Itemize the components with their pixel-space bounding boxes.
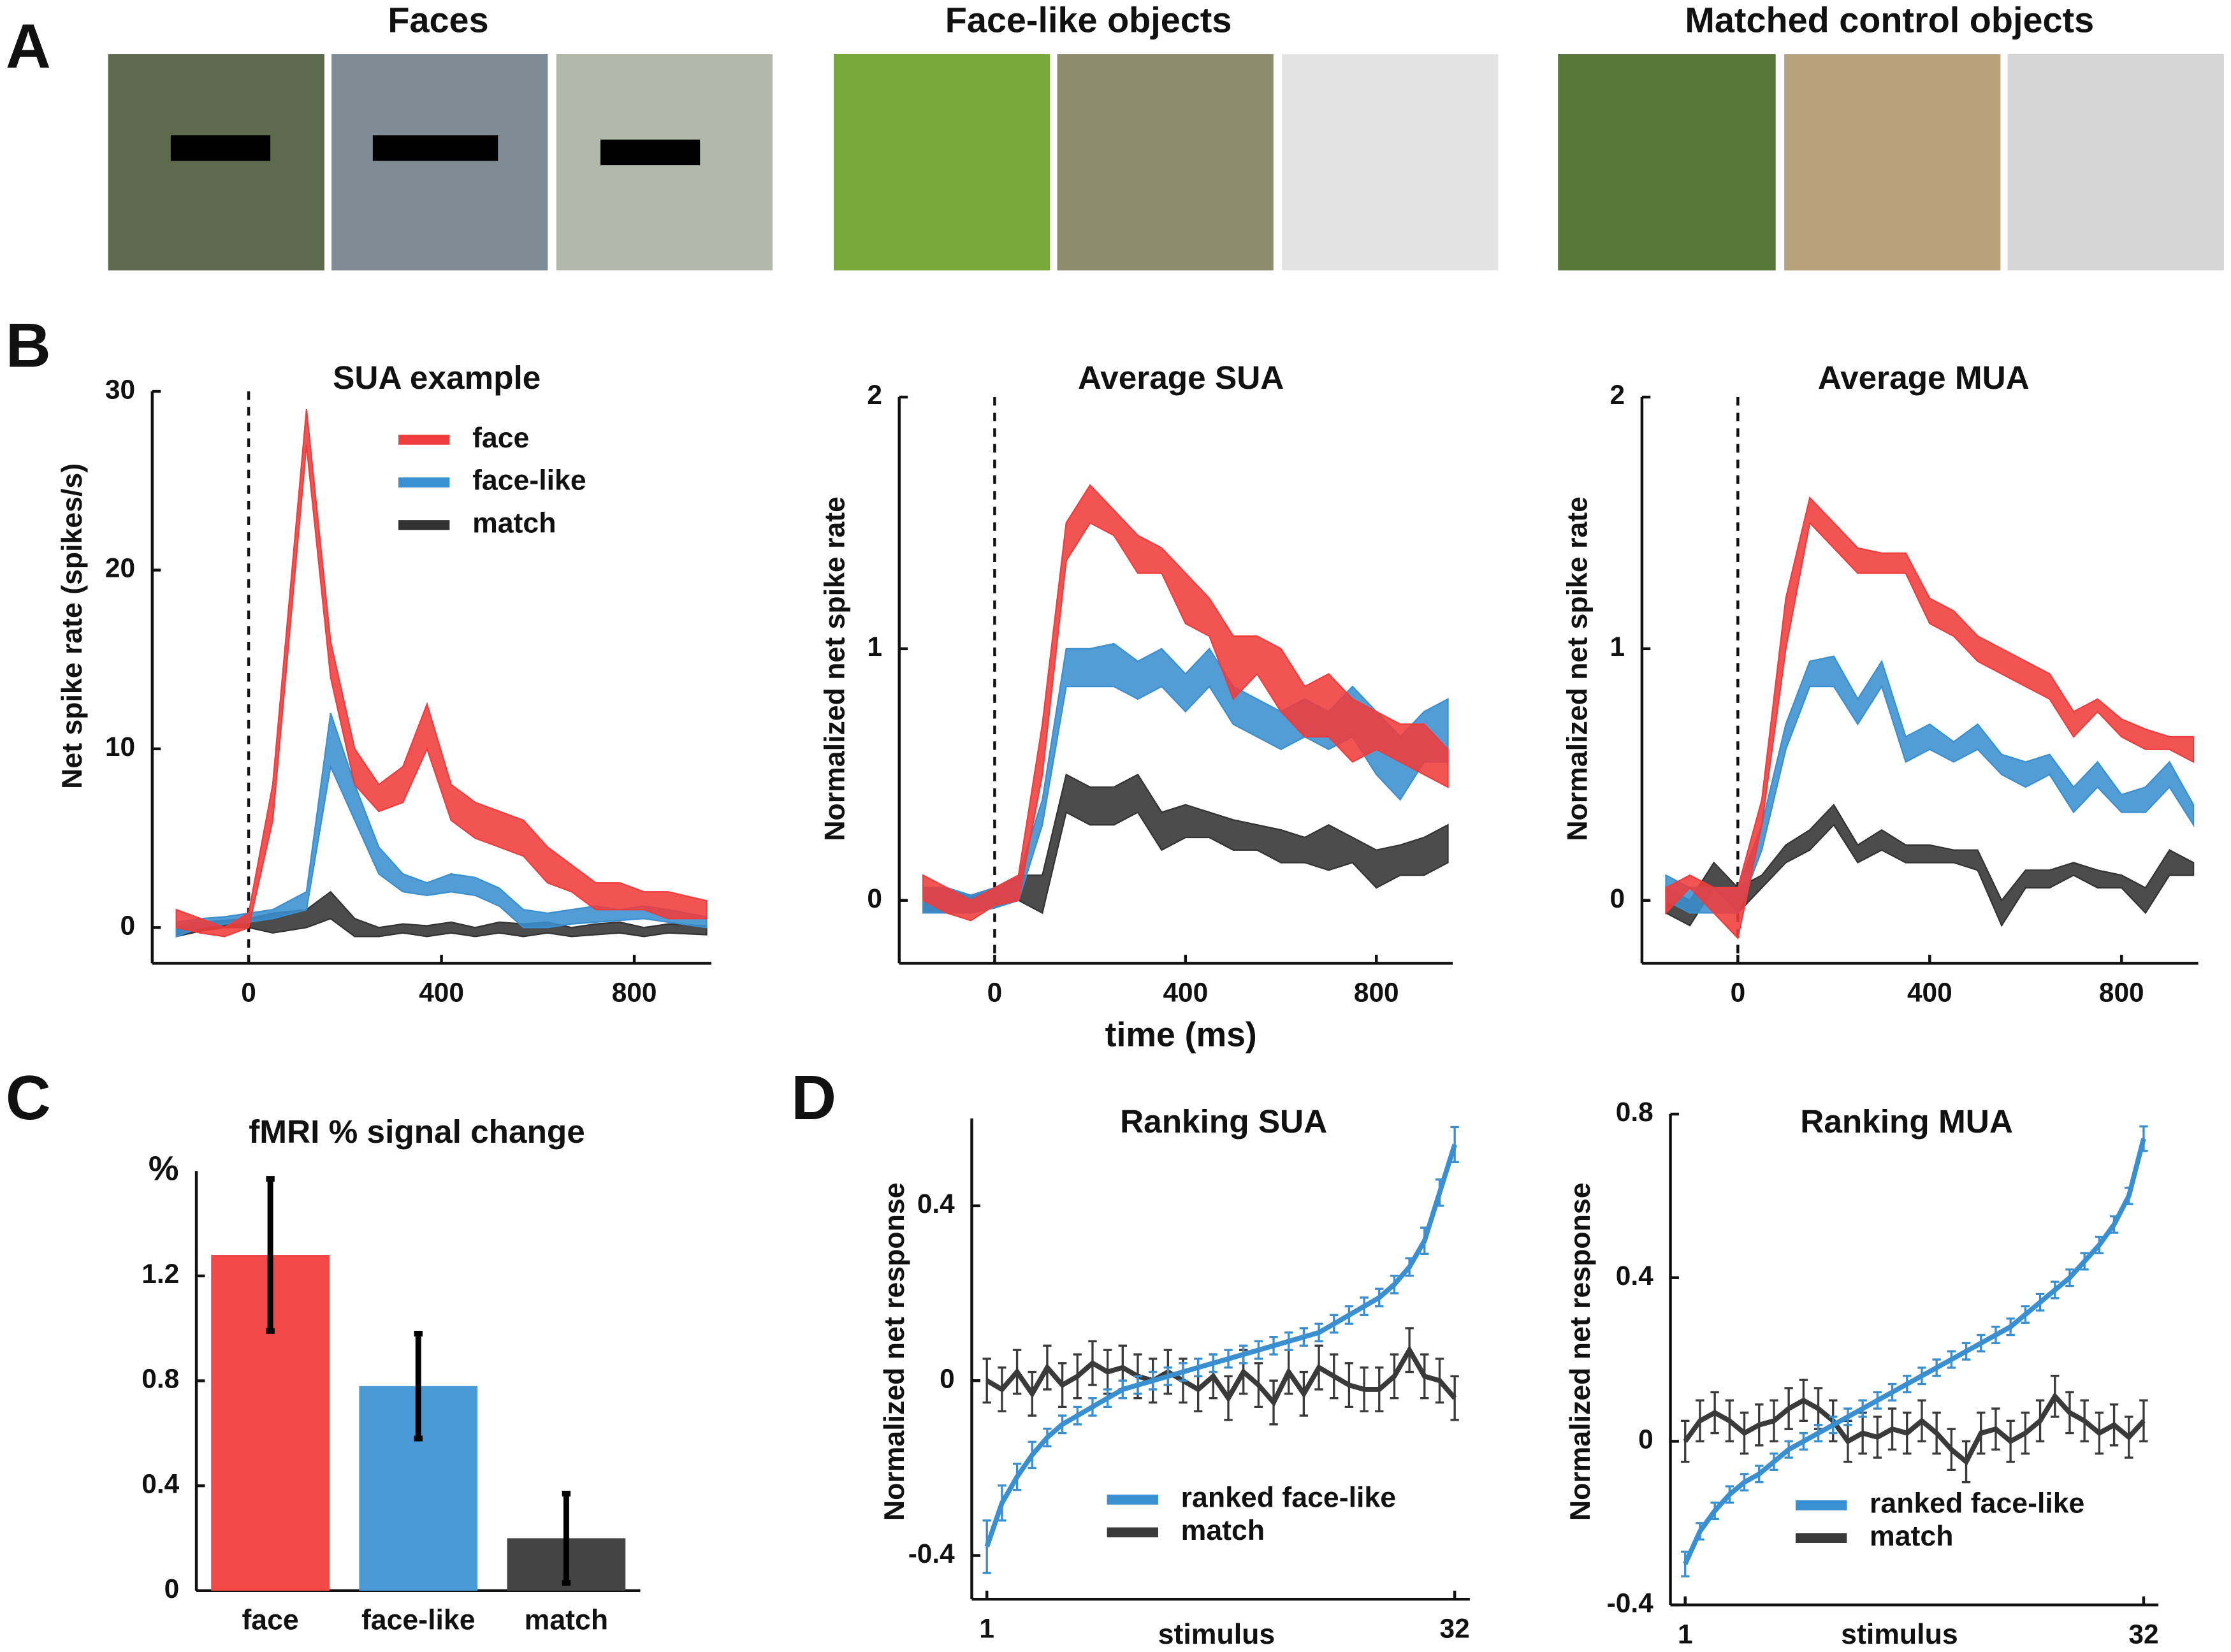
error-bar (562, 1491, 571, 1586)
band (922, 484, 1449, 922)
x-tick-label: 400 (1163, 978, 1208, 1008)
x-tick-label: 0 (241, 978, 256, 1008)
chart-title: Average MUA (1818, 359, 2030, 396)
y-tick-label: 1 (1610, 632, 1625, 662)
x-tick-label: face-like (361, 1605, 476, 1636)
legend-label: face (472, 423, 529, 454)
x-tick-label: 400 (419, 978, 464, 1008)
x-tick-label: 800 (1354, 978, 1399, 1008)
y-tick-label: 0 (940, 1363, 955, 1393)
x-tick-label: 0 (1731, 978, 1746, 1008)
y-tick-label: 0 (164, 1574, 180, 1604)
y-axis-label: Normalized net response (879, 1182, 910, 1521)
error-bar (982, 1358, 991, 1404)
y-tick-label: 30 (105, 374, 135, 404)
panel-letter: B (6, 310, 51, 380)
control-photo (2007, 54, 2224, 271)
x-tick-label: 800 (612, 978, 657, 1008)
x-tick-label: 800 (2099, 978, 2144, 1008)
panel-letter: D (791, 1062, 836, 1133)
image-row (108, 54, 2224, 271)
error-bar (1681, 1419, 1690, 1463)
y-tick-label: -0.4 (1607, 1588, 1653, 1618)
band (175, 409, 708, 938)
legend-label: ranked face-like (1181, 1482, 1396, 1514)
x-tick-label: match (525, 1605, 608, 1636)
error-bar (2139, 1399, 2148, 1443)
series-line (985, 1345, 1457, 1407)
face-photo (331, 54, 548, 271)
error-bar (266, 1176, 275, 1334)
chart-title: Average SUA (1078, 359, 1284, 396)
x-tick-label: 1 (979, 1613, 994, 1643)
legend-label: match (1181, 1515, 1265, 1546)
eye-mask (372, 135, 498, 161)
x-tick-label: 400 (1907, 978, 1952, 1008)
band (175, 713, 708, 938)
y-tick-label: 0 (867, 883, 882, 913)
band (1665, 496, 2195, 940)
x-axis-label: time (ms) (1105, 1017, 1257, 1054)
face-like-photo (1057, 54, 1274, 271)
band (1665, 803, 2195, 927)
y-axis-label: Net spike rate (spikes/s) (57, 463, 88, 789)
control-photo (1558, 54, 1776, 271)
y-tick-label: 0.4 (917, 1189, 955, 1219)
control-photo (1784, 54, 2001, 271)
y-tick-label: 1 (867, 632, 882, 662)
chart-title: SUA example (333, 359, 541, 396)
chart-title: Ranking SUA (1120, 1103, 1327, 1140)
y-axis-label: Normalized net spike rate (1562, 496, 1593, 841)
face-like-photo (834, 54, 1050, 271)
band (1665, 655, 2195, 914)
y-tick-label: 0 (120, 911, 135, 941)
legend-label: match (472, 508, 556, 539)
x-axis-label: stimulus (1841, 1619, 1958, 1650)
legend-label: ranked face-like (1870, 1488, 2084, 1519)
eye-mask (170, 135, 271, 161)
y-axis-label: Normalized net response (1565, 1182, 1596, 1521)
y-tick-label: 0.8 (1616, 1097, 1653, 1127)
x-tick-label: 1 (1678, 1619, 1693, 1649)
face-photo (108, 54, 324, 271)
error-bar (414, 1330, 423, 1442)
y-tick-label: 0 (1610, 883, 1625, 913)
face-like-photo (1282, 54, 1499, 271)
eye-mask (600, 139, 701, 166)
chart-title: fMRI % signal change (249, 1113, 585, 1150)
y-tick-label: 0.4 (1616, 1261, 1653, 1291)
panel-letter: C (6, 1062, 51, 1133)
image-group-title: Matched control objects (1685, 0, 2094, 40)
y-tick-label: -0.4 (908, 1539, 955, 1569)
chart-title: Ranking MUA (1800, 1103, 2013, 1140)
x-tick-label: 32 (2128, 1619, 2158, 1649)
series-line (1683, 1392, 2146, 1466)
image-group-title: Face-like objects (945, 0, 1232, 40)
y-tick-label: 0.8 (142, 1364, 179, 1394)
y-tick-label: 10 (105, 732, 135, 762)
image-group-title: Faces (388, 0, 488, 40)
x-axis-label: stimulus (1158, 1619, 1275, 1650)
legend-label: face-like (472, 465, 586, 496)
panel-letter: A (6, 11, 51, 82)
x-tick-label: face (242, 1605, 298, 1636)
x-tick-label: 0 (987, 978, 1003, 1008)
series-line (984, 1143, 1457, 1548)
y-tick-label: 0.4 (142, 1468, 179, 1498)
y-axis-label: Normalized net spike rate (819, 496, 850, 841)
x-tick-label: 32 (1440, 1613, 1470, 1643)
y-axis-label: % (149, 1150, 179, 1187)
y-tick-label: 0 (1638, 1424, 1653, 1454)
y-tick-label: 1.2 (142, 1259, 179, 1289)
y-tick-label: 2 (1610, 380, 1625, 410)
y-tick-label: 2 (867, 380, 882, 410)
legend-label: match (1870, 1521, 1953, 1552)
series-line (1683, 1138, 2146, 1565)
y-tick-label: 20 (105, 553, 135, 583)
band (175, 890, 708, 938)
